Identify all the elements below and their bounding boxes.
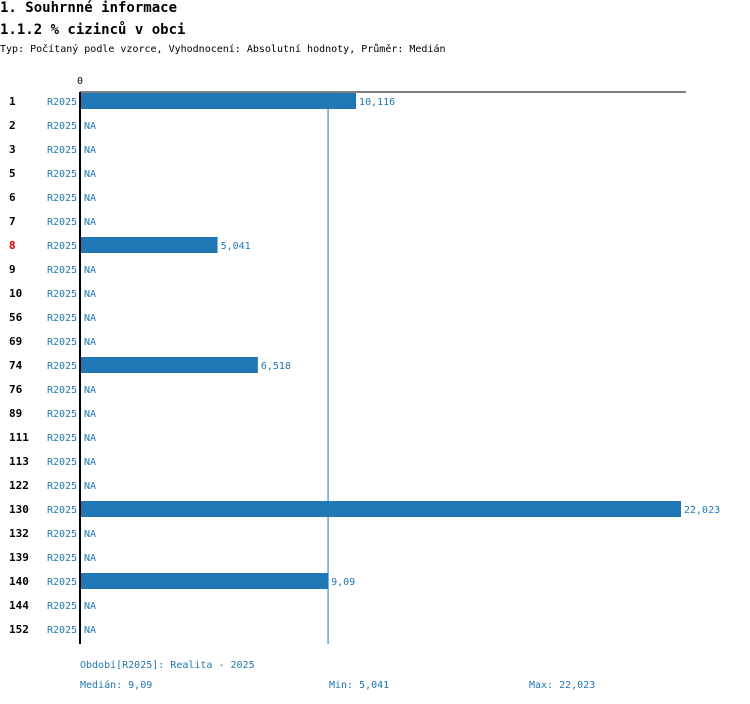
section-title: 1. Souhrnné informace	[0, 0, 178, 16]
indicator-title: 1.1.2 % cizinců v obci	[0, 22, 186, 38]
row-period-label: R2025	[47, 505, 77, 516]
row-period-label: R2025	[47, 217, 77, 228]
row-period-label: R2025	[47, 481, 77, 492]
bar-value-label: 6,518	[261, 361, 291, 372]
row-category-label: 76	[9, 383, 23, 396]
footer-period: Období[R2025]: Realita - 2025	[80, 660, 255, 671]
row-category-label: 6	[9, 191, 16, 204]
row-period-label: R2025	[47, 577, 77, 588]
na-label: NA	[84, 553, 96, 564]
bar	[80, 237, 218, 253]
na-label: NA	[84, 385, 96, 396]
na-label: NA	[84, 145, 96, 156]
row-category-label: 89	[9, 407, 22, 420]
row-category-label: 144	[9, 599, 29, 612]
row-period-label: R2025	[47, 337, 77, 348]
na-label: NA	[84, 409, 96, 420]
row-period-label: R2025	[47, 553, 77, 564]
row-period-label: R2025	[47, 121, 77, 132]
row-category-label: 8	[9, 239, 16, 252]
bar	[80, 93, 357, 109]
na-label: NA	[84, 169, 96, 180]
row-category-label: 56	[9, 311, 23, 324]
row-period-label: R2025	[47, 193, 77, 204]
row-category-label: 139	[9, 551, 29, 564]
bar-value-label: 22,023	[684, 505, 720, 516]
row-period-label: R2025	[47, 601, 77, 612]
bar	[80, 357, 258, 373]
row-category-label: 69	[9, 335, 22, 348]
row-category-label: 1	[9, 95, 16, 108]
row-period-label: R2025	[47, 433, 77, 444]
row-category-label: 7	[9, 215, 16, 228]
row-period-label: R2025	[47, 169, 77, 180]
row-category-label: 10	[9, 287, 22, 300]
row-category-label: 130	[9, 503, 29, 516]
na-label: NA	[84, 601, 96, 612]
na-label: NA	[84, 529, 96, 540]
footer-median: Medián: 9,09	[80, 680, 153, 691]
row-period-label: R2025	[47, 529, 77, 540]
row-period-label: R2025	[47, 145, 77, 156]
bar	[80, 573, 329, 589]
row-category-label: 152	[9, 623, 29, 636]
row-category-label: 111	[9, 431, 29, 444]
row-period-label: R2025	[47, 385, 77, 396]
row-category-label: 9	[9, 263, 16, 276]
bar-value-label: 5,041	[221, 241, 251, 252]
row-period-label: R2025	[47, 97, 77, 108]
row-period-label: R2025	[47, 265, 77, 276]
row-category-label: 113	[9, 455, 29, 468]
row-period-label: R2025	[47, 625, 77, 636]
row-period-label: R2025	[47, 361, 77, 372]
na-label: NA	[84, 217, 96, 228]
row-category-label: 132	[9, 527, 29, 540]
row-category-label: 3	[9, 143, 16, 156]
na-label: NA	[84, 433, 96, 444]
row-period-label: R2025	[47, 289, 77, 300]
na-label: NA	[84, 313, 96, 324]
na-label: NA	[84, 121, 96, 132]
na-label: NA	[84, 457, 96, 468]
na-label: NA	[84, 337, 96, 348]
na-label: NA	[84, 625, 96, 636]
row-period-label: R2025	[47, 457, 77, 468]
row-period-label: R2025	[47, 241, 77, 252]
na-label: NA	[84, 289, 96, 300]
row-category-label: 5	[9, 167, 16, 180]
footer-min: Min: 5,041	[329, 680, 390, 691]
footer-max: Max: 22,023	[529, 680, 596, 691]
row-period-label: R2025	[47, 313, 77, 324]
row-category-label: 74	[9, 359, 23, 372]
bar-value-label: 9,09	[331, 577, 355, 588]
bar	[80, 501, 681, 517]
na-label: NA	[84, 265, 96, 276]
na-label: NA	[84, 193, 96, 204]
row-category-label: 2	[9, 119, 16, 132]
indicator-meta: Typ: Počítaný podle vzorce, Vyhodnocení:…	[0, 44, 446, 55]
row-category-label: 122	[9, 479, 29, 492]
row-category-label: 140	[9, 575, 29, 588]
bar-value-label: 10,116	[359, 97, 395, 108]
row-period-label: R2025	[47, 409, 77, 420]
na-label: NA	[84, 481, 96, 492]
x-tick-label: 0	[77, 76, 83, 87]
